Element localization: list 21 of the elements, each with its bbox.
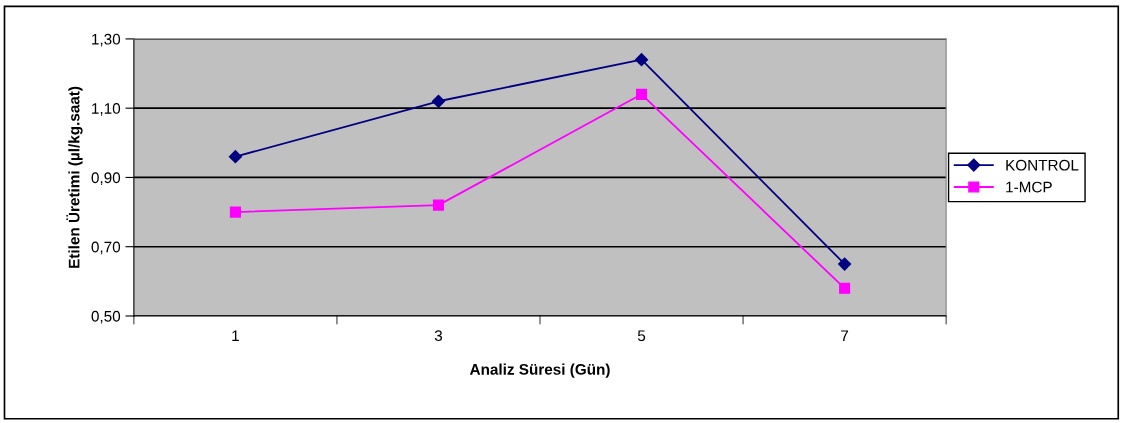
point	[229, 206, 241, 218]
x-tick-label: 7	[841, 330, 849, 341]
legend-label: 1-MCP	[1006, 181, 1052, 193]
point	[838, 257, 852, 271]
x-tick-label: 3	[434, 330, 443, 342]
point	[228, 150, 242, 164]
point	[431, 94, 446, 108]
legend-label: KONTROL	[1006, 159, 1079, 171]
point	[432, 199, 445, 211]
point	[634, 53, 649, 67]
y-tick-label: 1,10	[92, 103, 121, 116]
y-tick-label: 0,70	[91, 241, 121, 255]
y-tick-label: 1,30	[92, 33, 121, 47]
y-axis-title: Etilen Üretimi (µl/kg.saat)	[66, 86, 83, 268]
point	[839, 282, 851, 294]
point	[635, 88, 648, 100]
y-tick-label: 0,50	[91, 310, 121, 324]
x-tick-label: 5	[637, 330, 646, 342]
y-tick-label: 0,90	[91, 172, 121, 185]
x-axis-title: Analiz Süresi (Gün)	[469, 363, 610, 378]
x-tick-label: 1	[232, 330, 239, 341]
